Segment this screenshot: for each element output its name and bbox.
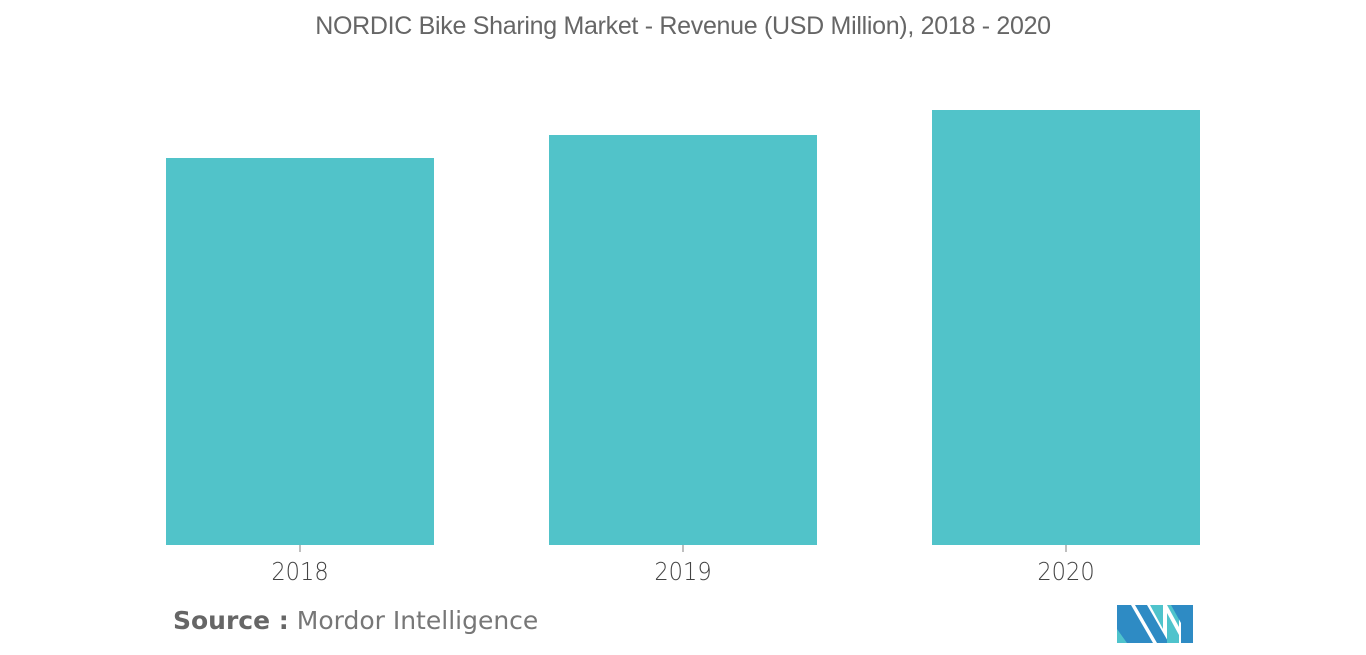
mordor-intelligence-logo-icon [1117,605,1193,643]
x-tick-2018 [299,545,301,552]
bar-2019 [549,135,817,545]
x-label-2020: 2020 [1037,557,1095,586]
chart-title: NORDIC Bike Sharing Market - Revenue (US… [315,12,1051,40]
bar-2018 [166,158,434,545]
bar-2020 [932,110,1200,545]
x-tick-2020 [1065,545,1067,552]
x-tick-2019 [682,545,684,552]
x-label-2018: 2018 [271,557,329,586]
source-label: Source : [173,606,289,635]
source-text: Mordor Intelligence [296,606,539,635]
x-label-2019: 2019 [654,557,712,586]
source-note: Source : Mordor Intelligence [173,606,538,635]
